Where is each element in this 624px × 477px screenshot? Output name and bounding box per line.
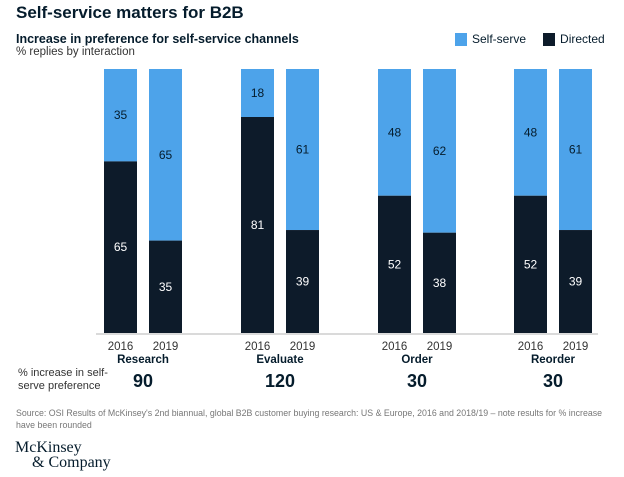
legend-label-self-serve: Self-serve [472,32,527,46]
chart-title: Increase in preference for self-service … [16,32,299,46]
data-label-self-serve: 48 [524,125,538,139]
bar-self-serve [559,69,592,231]
increase-value: 30 [543,371,563,391]
bar-directed [423,232,456,333]
x-tick-label: 2016 [245,341,271,353]
data-label-self-serve: 18 [251,86,265,100]
increase-value: 30 [407,371,427,391]
bar-directed [378,195,411,333]
group-label: Reorder [531,354,576,366]
bar-directed [559,230,592,333]
data-label-self-serve: 65 [159,148,173,162]
data-label-directed: 35 [159,280,173,294]
data-label-directed: 65 [114,240,128,254]
logo-line-1: McKinsey [15,439,82,456]
bar-self-serve [286,69,319,231]
bar-directed [514,195,547,333]
bar-self-serve [104,69,137,162]
bar-self-serve [241,69,274,117]
x-tick-label: 2019 [290,341,316,353]
legend: Self-serve Directed [455,32,622,46]
data-label-directed: 52 [524,257,538,271]
group-label: Order [401,354,433,366]
increase-value: 90 [133,371,153,391]
data-label-directed: 39 [569,275,583,289]
bar-directed [241,117,274,333]
bar-self-serve [149,69,182,241]
x-tick-label: 2016 [382,341,408,353]
group-label: Evaluate [256,354,303,366]
bar-directed [149,240,182,333]
data-label-directed: 81 [251,218,265,232]
data-label-directed: 39 [296,275,310,289]
x-tick-label: 2019 [563,341,589,353]
x-tick-label: 2016 [108,341,134,353]
stacked-bar-chart: 3565201665352019Research9018812016613920… [96,69,598,391]
logo-line-2: & Company [32,454,111,471]
bar-directed [104,161,137,333]
group-label: Research [117,354,169,366]
bar-directed [286,230,319,333]
bar-self-serve [423,69,456,233]
data-label-self-serve: 35 [114,108,128,122]
increase-label: % increase in self-serve preference [18,367,108,392]
increase-value: 120 [265,371,295,391]
bar-self-serve [514,69,547,196]
legend-label-directed: Directed [560,32,605,46]
data-label-self-serve: 61 [296,143,310,157]
legend-swatch-directed [543,32,556,46]
chart-subtitle: % replies by interaction [16,46,135,58]
x-tick-label: 2019 [427,341,453,353]
x-tick-label: 2016 [518,341,544,353]
x-tick-label: 2019 [153,341,179,353]
source-note: Source: OSI Results of McKinsey's 2nd bi… [16,408,603,430]
data-label-self-serve: 61 [569,143,583,157]
data-label-directed: 52 [388,257,402,271]
mckinsey-logo: McKinsey & Company [15,439,111,471]
legend-swatch-self-serve [455,32,467,46]
page-title: Self-service matters for B2B [16,3,244,22]
legend-item-directed: Directed [543,32,605,46]
data-label-directed: 38 [433,276,447,290]
legend-item-self-serve: Self-serve [455,32,526,46]
data-label-self-serve: 48 [388,125,402,139]
bar-self-serve [378,69,411,196]
data-label-self-serve: 62 [433,144,447,158]
